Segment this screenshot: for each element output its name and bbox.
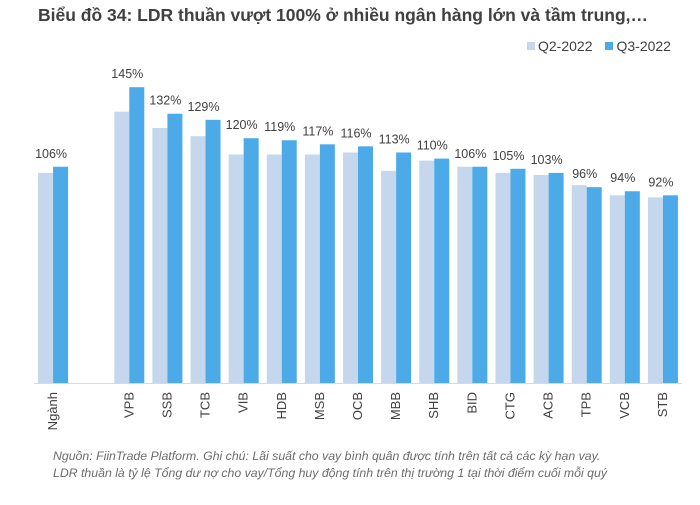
bar-q3-VCB xyxy=(624,191,640,383)
x-tick-label-ACB: ACB xyxy=(541,392,556,419)
data-label-VCB: 94% xyxy=(610,171,635,185)
bar-q2-MSB xyxy=(304,154,320,383)
data-label-MBB: 113% xyxy=(379,132,410,146)
chart-title: Biểu đồ 34: LDR thuần vượt 100% ở nhiều … xyxy=(38,5,649,25)
bar-q3-VIB xyxy=(243,138,259,383)
bar-q3-MBB xyxy=(396,152,412,383)
bar-q3-CTG xyxy=(510,168,526,383)
x-tick-label-SSB: SSB xyxy=(159,392,174,418)
bar-q2-ACB xyxy=(533,174,549,383)
bar-q3-ACB xyxy=(548,172,564,383)
bar-q2-TPB xyxy=(571,185,587,383)
data-label-ACB: 103% xyxy=(531,153,563,167)
x-tick-label-STB: STB xyxy=(655,392,670,417)
source-note: Nguồn: FiinTrade Platform. Ghi chú: Lãi … xyxy=(53,448,607,482)
bar-q3-HDB xyxy=(281,140,297,383)
data-label-BID: 106% xyxy=(454,147,486,161)
legend-swatch-q3 xyxy=(605,42,614,50)
data-label-CTG: 105% xyxy=(492,149,524,163)
x-tick-label-VCB: VCB xyxy=(617,392,632,419)
bars-group xyxy=(38,87,678,384)
bar-q2-TCB xyxy=(190,136,206,383)
legend-label-q2: Q2-2022 xyxy=(538,38,593,54)
x-tick-label-TPB: TPB xyxy=(579,392,594,417)
bar-q3-TCB xyxy=(205,119,221,383)
data-label-OCB: 116% xyxy=(340,126,371,140)
bar-q3-BID xyxy=(472,166,488,383)
bar-q2-CTG xyxy=(495,172,511,383)
bar-q2-HDB xyxy=(266,154,282,383)
bar-q2-OCB xyxy=(343,152,358,383)
bar-q2-STB xyxy=(647,197,663,383)
bar-q3-SSB xyxy=(167,113,183,383)
x-tick-label-VIB: VIB xyxy=(236,392,251,413)
data-label-SHB: 110% xyxy=(417,139,448,153)
bar-q2-SSB xyxy=(152,128,168,383)
x-tick-label-OCB: OCB xyxy=(350,392,365,420)
bar-q2-MBB xyxy=(381,170,397,383)
bar-q2-SHB xyxy=(419,160,435,383)
x-tick-label-BID: BID xyxy=(464,392,479,414)
data-label-HDB: 119% xyxy=(264,120,295,134)
bar-q2-VIB xyxy=(228,154,244,383)
bar-q3-VPB xyxy=(129,87,145,383)
data-label-STB: 92% xyxy=(648,175,673,189)
x-tick-label-Ngành: Ngành xyxy=(45,392,60,430)
bar-q2-Ngành xyxy=(38,172,54,383)
bar-q3-TPB xyxy=(586,187,602,383)
x-tick-label-VPB: VPB xyxy=(121,392,136,418)
bar-q3-SHB xyxy=(434,158,450,383)
bar-q3-STB xyxy=(662,195,678,383)
data-label-MSB: 117% xyxy=(302,124,333,138)
data-label-SSB: 132% xyxy=(149,94,181,108)
x-tick-label-HDB: HDB xyxy=(274,392,289,419)
data-label-VIB: 120% xyxy=(226,118,258,132)
legend-label-q3: Q3-2022 xyxy=(616,38,671,54)
x-tick-labels-group: Ngành VPB SSB TCB VIB HDB MSB OCB MBB SHB BID CTG AC… xyxy=(45,392,670,430)
legend: Q2-2022 Q3-2022 xyxy=(527,38,671,54)
legend-item-q2: Q2-2022 xyxy=(527,38,592,54)
x-tick-label-MBB: MBB xyxy=(388,392,403,420)
legend-swatch-q2 xyxy=(527,42,535,50)
x-tick-label-TCB: TCB xyxy=(198,392,213,418)
bar-q3-Ngành xyxy=(53,166,69,383)
x-tick-label-SHB: SHB xyxy=(426,392,441,419)
data-labels-group: 106% 145% 132% 129% 120% 119% 117% 116% 113% 110%… xyxy=(35,67,673,189)
bar-q3-MSB xyxy=(319,144,335,383)
data-label-TCB: 129% xyxy=(188,100,220,114)
x-tick-label-CTG: CTG xyxy=(502,392,517,419)
bar-q2-BID xyxy=(457,166,473,383)
x-tick-label-MSB: MSB xyxy=(312,392,327,420)
data-label-VPB: 145% xyxy=(111,67,143,81)
bar-q2-VCB xyxy=(609,195,625,383)
legend-item-q3: Q3-2022 xyxy=(605,38,671,54)
source-note-line-2: LDR thuần là tỷ lệ Tổng dư nợ cho vay/Tổ… xyxy=(53,466,607,480)
data-label-TPB: 96% xyxy=(572,167,597,181)
bar-q2-VPB xyxy=(114,111,130,384)
source-note-line-1: Nguồn: FiinTrade Platform. Ghi chú: Lãi … xyxy=(53,449,601,463)
bar-q3-OCB xyxy=(358,146,373,383)
data-label-Ngành: 106% xyxy=(35,147,67,161)
